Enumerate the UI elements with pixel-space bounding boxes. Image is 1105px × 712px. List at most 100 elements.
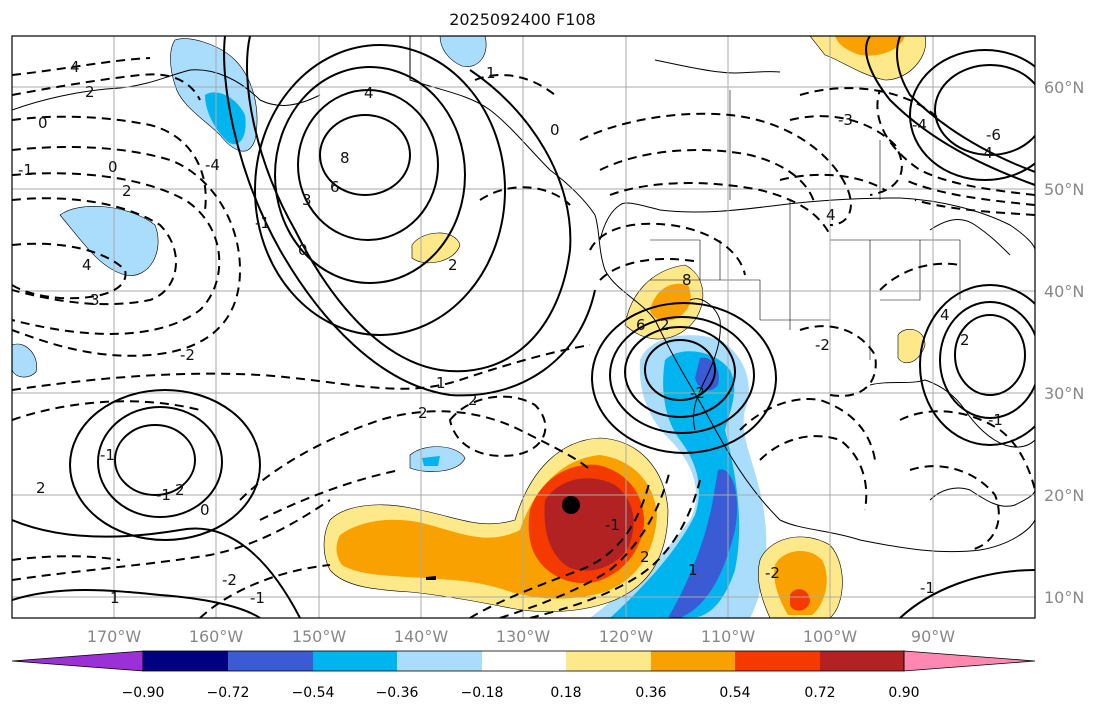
neg-anomaly-central-core <box>422 456 440 466</box>
contour-label: 4 <box>940 306 950 324</box>
colorbar-swatch <box>482 651 566 671</box>
contour-label: -6 <box>986 126 1001 144</box>
anomaly-fills <box>12 36 927 618</box>
lon-label: 110°W <box>701 627 756 646</box>
pos-anomaly-plume-core <box>544 478 634 571</box>
lon-label: 140°W <box>394 627 449 646</box>
contour-label: 2 <box>122 182 132 200</box>
lat-label: 10°N <box>1044 588 1084 607</box>
contour-label: -1 <box>255 214 270 232</box>
lon-label: 160°W <box>189 627 244 646</box>
pos-anomaly-baja-north-core <box>650 283 691 321</box>
contour-label: 1 <box>486 64 496 82</box>
neg-anomaly-alaska-core <box>205 92 246 145</box>
contour-label: 2 <box>640 548 650 566</box>
contour-label: 2 <box>448 256 458 274</box>
contour-label: 4 <box>70 58 80 76</box>
contour-label: 4 <box>826 206 836 224</box>
map-frame <box>11 35 1036 619</box>
colorbar-high-extend <box>903 650 1036 672</box>
colorbar: −0.90 −0.72 −0.54 −0.36 −0.18 0.18 0.36 … <box>11 650 1036 701</box>
colorbar-swatch <box>566 651 651 671</box>
contour-label: -1 <box>156 486 171 504</box>
colorbar-swatch <box>143 651 228 671</box>
contour-label: -2 <box>765 564 780 582</box>
map-panel: 4 2 0 -1 0 2 4 8 6 1 0 4 2 3 -2 1 2 2 -2… <box>12 36 1035 618</box>
neg-anomaly-west <box>59 206 159 276</box>
pos-anomaly-small <box>411 232 461 264</box>
colorbar-swatch <box>820 651 904 671</box>
lat-label: 30°N <box>1044 384 1084 403</box>
contour-label: 4 <box>82 256 92 274</box>
contour-label: 0 <box>200 501 210 519</box>
colorbar-low-extend <box>11 650 144 672</box>
latitude-labels: 60°N 50°N 40°N 30°N 20°N 10°N <box>1044 78 1084 607</box>
colorbar-tick-label: −0.18 <box>461 685 504 701</box>
contour-label: -2 <box>180 346 195 364</box>
contour-label: 0 <box>38 114 48 132</box>
contour-label: -1 <box>250 589 265 607</box>
neg-anomaly-north <box>439 36 487 67</box>
colorbar-tick-label: −0.54 <box>292 685 335 701</box>
contour-label: -1 <box>988 411 1003 429</box>
contour-label: 0 <box>550 121 560 139</box>
colorbar-swatch <box>651 651 735 671</box>
contour-label: -2 <box>690 384 705 402</box>
colorbar-swatch <box>313 651 397 671</box>
contour-label: 8 <box>682 271 692 289</box>
colorbar-tick-label: 0.72 <box>804 685 835 701</box>
contour-label: -1 <box>18 161 33 179</box>
contour-label: 1 <box>436 374 446 392</box>
contour-labels: 4 2 0 -1 0 2 4 8 6 1 0 4 2 3 -2 1 2 2 -2… <box>18 58 1003 607</box>
small-dark-mark <box>426 576 436 580</box>
lon-label: 130°W <box>496 627 551 646</box>
lon-label: 170°W <box>87 627 142 646</box>
lat-label: 60°N <box>1044 78 1084 97</box>
contour-label: -3 <box>838 111 853 129</box>
contour-label: -2 <box>222 571 237 589</box>
contour-label: 6 <box>330 178 340 196</box>
longitude-labels: 170°W 160°W 150°W 140°W 130°W 120°W 110°… <box>87 627 955 646</box>
contour-label: 8 <box>340 149 350 167</box>
contour-label: 1 <box>688 561 698 579</box>
neg-anomaly-south-core <box>668 469 738 618</box>
chart-title: 2025092400 F108 <box>449 10 596 29</box>
lon-label: 150°W <box>292 627 347 646</box>
contour-label: 2 <box>175 481 185 499</box>
colorbar-tick-label: −0.72 <box>207 685 250 701</box>
lon-label: 100°W <box>803 627 858 646</box>
colorbar-tick-label: 0.90 <box>888 685 919 701</box>
pos-anomaly-mexico-south-dot <box>790 589 810 611</box>
colorbar-tick-label: 0.54 <box>719 685 750 701</box>
colorbar-tick-label: −0.90 <box>122 685 165 701</box>
contour-label: 0 <box>108 158 118 176</box>
colorbar-tick-label: 0.36 <box>635 685 666 701</box>
contour-label: 2 <box>85 83 95 101</box>
contour-label: -1 <box>920 579 935 597</box>
contour-label: 6 <box>636 316 646 334</box>
solid-contours <box>12 36 1035 618</box>
neg-anomaly-edge <box>12 343 37 378</box>
contour-label: 2 <box>960 331 970 349</box>
contour-label: 2 <box>660 316 670 334</box>
colorbar-tick-label: −0.36 <box>376 685 419 701</box>
storm-center-dot <box>562 496 580 514</box>
colorbar-swatch <box>397 651 482 671</box>
pos-anomaly-mexico-south-core <box>774 550 827 615</box>
colorbar-swatch <box>228 651 313 671</box>
lat-label: 20°N <box>1044 486 1084 505</box>
contour-label: -4 <box>912 116 927 134</box>
pos-anomaly-ne-core <box>835 36 905 56</box>
contour-label: -2 <box>815 336 830 354</box>
lon-label: 90°W <box>911 627 955 646</box>
contour-label: -1 <box>100 446 115 464</box>
dashed-contours <box>12 57 1035 618</box>
contour-label: 4 <box>364 84 374 102</box>
colorbar-swatch <box>735 651 820 671</box>
contour-label: -4 <box>205 156 220 174</box>
contour-label: 2 <box>36 479 46 497</box>
contour-label: 2 <box>468 391 478 409</box>
contour-label: 1 <box>110 589 120 607</box>
pos-anomaly-texas <box>897 328 926 364</box>
